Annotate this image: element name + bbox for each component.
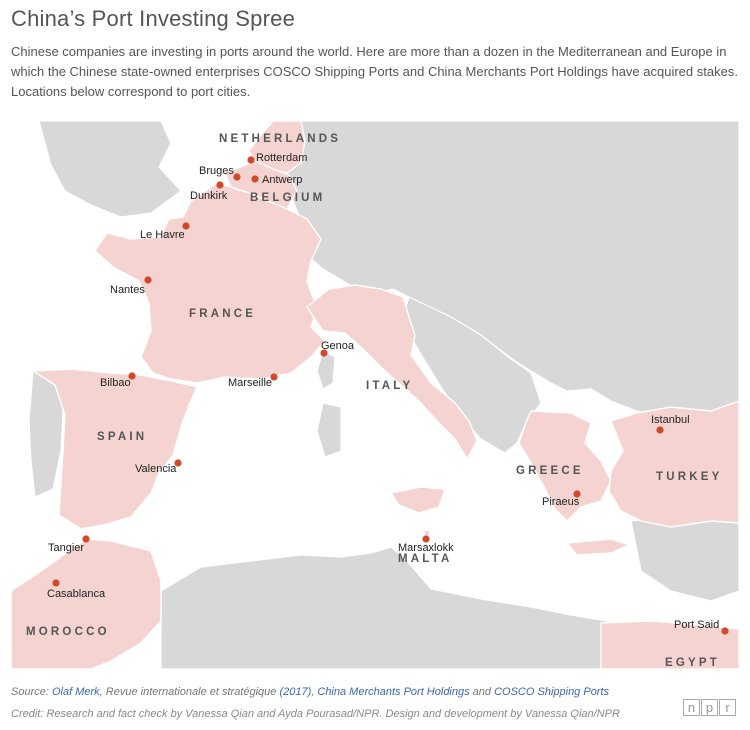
marker-dot [82, 535, 90, 543]
marker-dot [128, 372, 136, 380]
port-label: Piraeus [542, 496, 580, 508]
country-label-spain: SPAIN [97, 431, 147, 443]
marker-dot [233, 173, 241, 181]
port-marsaxlokk[interactable]: Marsaxlokk [398, 535, 454, 554]
port-le-havre[interactable]: Le Havre [140, 222, 190, 241]
balkans [402, 296, 542, 454]
crete-shape [565, 538, 631, 556]
britain [38, 121, 182, 218]
port-bilbao[interactable]: Bilbao [100, 372, 136, 389]
country-label-egypt: EGYPT [665, 657, 720, 669]
country-label-greece: GREECE [516, 465, 584, 477]
port-dunkirk[interactable]: Dunkirk [190, 181, 228, 202]
page-title: China’s Port Investing Spree [11, 6, 296, 31]
port-label: Marsaxlokk [398, 542, 454, 554]
credit-line: Credit: Research and fact check by Vanes… [11, 708, 620, 720]
port-port-said[interactable]: Port Said [674, 619, 729, 635]
port-label: Istanbul [651, 414, 690, 426]
map-container: NETHERLANDS BELGIUM FRANCE ITALY SPAIN G… [11, 121, 739, 669]
morocco-shape [11, 538, 162, 669]
npr-logo-p: p [701, 699, 718, 716]
port-label: Nantes [110, 284, 145, 296]
marker-dot [573, 490, 581, 498]
levant [630, 510, 739, 602]
page-subtitle: Chinese companies are investing in ports… [11, 44, 738, 99]
port-label: Bilbao [100, 377, 131, 389]
france-shape [94, 182, 326, 384]
country-label-morocco: MOROCCO [26, 626, 110, 638]
source-link-cosco[interactable]: COSCO Shipping Ports [494, 686, 610, 698]
port-label: Marseille [228, 377, 272, 389]
port-label: Port Said [674, 619, 719, 631]
land-background [28, 121, 739, 669]
spain-shape [30, 368, 198, 530]
source-line: Source: Olaf Merk, Revue internationale … [11, 686, 609, 698]
highlighted-countries [11, 121, 739, 669]
npr-logo-n: n [683, 699, 700, 716]
corsica [316, 350, 336, 390]
sardinia [316, 402, 342, 458]
port-label: Casablanca [47, 588, 106, 600]
source-prefix: Source: [11, 686, 49, 698]
port-label: Rotterdam [256, 152, 307, 164]
port-label: Le Havre [140, 229, 185, 241]
marker-dot [320, 349, 328, 357]
country-label-malta: MALTA [398, 553, 453, 565]
country-label-turkey: TURKEY [656, 471, 722, 483]
marker-dot [182, 222, 190, 230]
map-svg: NETHERLANDS BELGIUM FRANCE ITALY SPAIN G… [11, 121, 739, 669]
source-link-china-merchants[interactable]: China Merchants Port Holdings [317, 686, 470, 698]
marker-dot [270, 373, 278, 381]
country-label-france: FRANCE [189, 308, 256, 320]
marker-dot [174, 459, 182, 467]
marker-dot [251, 175, 259, 183]
port-istanbul[interactable]: Istanbul [651, 414, 690, 434]
sicily-shape [389, 486, 446, 514]
country-label-belgium: BELGIUM [250, 192, 325, 204]
marker-dot [247, 156, 255, 164]
marker-dot [422, 535, 430, 543]
italy-shape [306, 284, 478, 461]
source-link-olaf-merk[interactable]: Olaf Merk [51, 686, 100, 698]
port-label: Antwerp [262, 174, 302, 186]
marker-dot [144, 276, 152, 284]
port-tangier[interactable]: Tangier [48, 535, 90, 554]
marker-dot [656, 426, 664, 434]
port-label: Genoa [321, 340, 355, 352]
port-piraeus[interactable]: Piraeus [542, 490, 581, 508]
country-label-netherlands: NETHERLANDS [219, 133, 341, 145]
egypt-shape [600, 620, 739, 669]
greece-shape [518, 410, 612, 522]
port-valencia[interactable]: Valencia [135, 459, 182, 475]
country-label-italy: ITALY [366, 380, 413, 392]
port-marseille[interactable]: Marseille [228, 373, 278, 389]
marker-dot [216, 181, 224, 189]
marker-dot [52, 579, 60, 587]
port-genoa[interactable]: Genoa [320, 340, 355, 357]
port-markers: Rotterdam Bruges Antwerp Dunkirk Le Havr… [47, 152, 729, 635]
npr-logo: n p r [683, 699, 736, 716]
port-label: Dunkirk [190, 190, 228, 202]
malta-shape [423, 529, 431, 537]
port-bruges[interactable]: Bruges [199, 165, 241, 181]
port-nantes[interactable]: Nantes [110, 276, 152, 296]
port-casablanca[interactable]: Casablanca [47, 579, 106, 600]
port-label: Bruges [199, 165, 234, 177]
source-comma: , [311, 686, 315, 698]
port-antwerp[interactable]: Antwerp [251, 174, 302, 186]
source-text: , Revue internationale et stratégique [99, 686, 280, 698]
npr-logo-r: r [719, 699, 736, 716]
source-and: and [469, 686, 495, 698]
port-label: Tangier [48, 542, 84, 554]
turkey-shape [608, 400, 739, 528]
marker-dot [721, 627, 729, 635]
port-rotterdam[interactable]: Rotterdam [247, 152, 307, 164]
country-labels: NETHERLANDS BELGIUM FRANCE ITALY SPAIN G… [26, 133, 722, 669]
source-link-year[interactable]: (2017) [279, 686, 312, 698]
port-label: Valencia [135, 463, 177, 475]
